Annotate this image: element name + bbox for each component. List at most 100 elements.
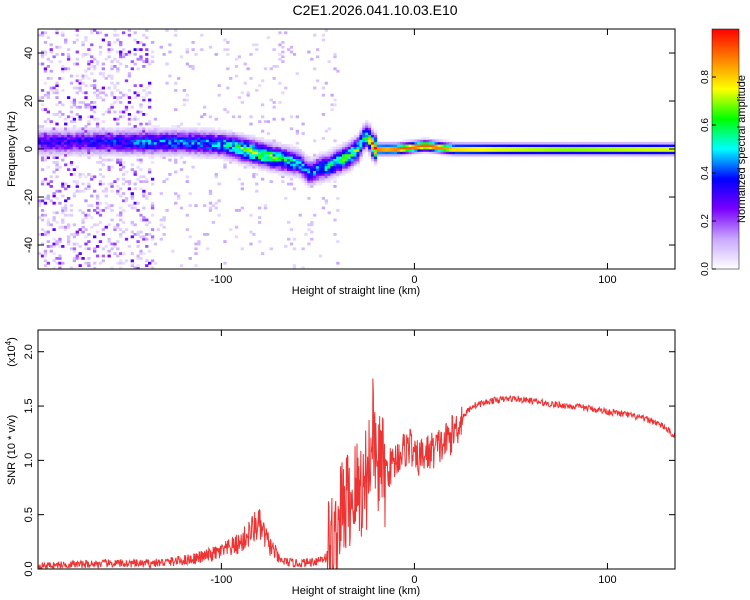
heat-cell [52, 211, 56, 215]
heat-cell [255, 173, 259, 176]
heat-cell [130, 132, 134, 135]
heat-cell [234, 137, 239, 140]
heat-cell [98, 144, 103, 147]
heat-cell [431, 139, 436, 143]
heat-cell [486, 144, 491, 147]
heat-cell [246, 163, 250, 167]
heat-cell [203, 113, 207, 116]
heat-cell [110, 209, 114, 212]
heat-cell [75, 185, 79, 188]
heat-cell [370, 141, 375, 145]
heat-cell [246, 149, 250, 152]
heat-cell [521, 144, 525, 147]
heat-cell [116, 225, 120, 229]
heat-cell [75, 149, 79, 152]
heat-cell [313, 175, 317, 179]
heat-cell [324, 151, 328, 155]
heat-cell [336, 175, 340, 179]
heat-cell [324, 170, 328, 174]
heat-cell [104, 158, 108, 162]
heat-cell [344, 158, 349, 162]
heat-cell [55, 242, 59, 246]
heat-cell [81, 43, 85, 47]
heat-cell [168, 127, 172, 131]
heat-cell [310, 170, 314, 174]
heat-cell [55, 91, 59, 95]
heat-cell [249, 165, 253, 169]
heat-cell [362, 149, 366, 152]
heat-cell [119, 153, 123, 157]
heat-cell [58, 129, 62, 133]
heat-cell [321, 137, 326, 140]
heat-cell [191, 67, 195, 71]
snr-x-tick-label: 0 [411, 574, 417, 586]
heat-cell [64, 127, 68, 131]
heat-cell [350, 153, 355, 157]
heat-cell [434, 146, 438, 150]
heat-cell [136, 129, 140, 133]
heat-cell [298, 170, 302, 174]
heat-cell [150, 132, 155, 135]
heat-cell [553, 153, 557, 157]
heat-cell [49, 134, 53, 138]
heat-cell [90, 129, 94, 133]
heat-cell [78, 129, 82, 133]
heat-cell [370, 127, 375, 131]
heat-cell [266, 132, 271, 135]
heat-cell [255, 141, 259, 145]
heat-cell [55, 141, 59, 145]
heat-cell [373, 156, 378, 159]
heat-cell [66, 67, 71, 71]
heat-cell [643, 149, 647, 152]
heat-cell [69, 204, 74, 207]
heat-cell [292, 161, 297, 164]
heat-cell [538, 144, 543, 147]
heat-cell [269, 165, 273, 169]
heat-cell [310, 161, 314, 164]
heat-cell [284, 163, 288, 167]
heat-cell [266, 168, 271, 171]
heat-cell [643, 146, 647, 150]
heat-cell [339, 170, 343, 174]
heat-cell [339, 173, 343, 176]
heat-cell [495, 151, 499, 155]
heat-cell [98, 149, 103, 152]
heat-cell [547, 153, 551, 157]
heat-cell [188, 204, 192, 207]
heat-cell [573, 149, 577, 152]
heat-cell [263, 146, 268, 150]
heat-cell [150, 177, 155, 181]
heat-cell [452, 149, 456, 152]
heat-cell [64, 141, 68, 145]
heat-cell [217, 129, 221, 133]
heat-cell [139, 129, 143, 133]
heat-cell [43, 141, 48, 145]
heat-cell [307, 50, 311, 54]
heat-cell [301, 165, 305, 169]
heat-cell [95, 139, 100, 143]
heat-cell [78, 144, 82, 147]
heat-cell [281, 149, 285, 152]
heat-cell [116, 240, 120, 243]
heat-cell [504, 141, 508, 145]
heat-cell [69, 115, 74, 119]
heat-cell [339, 165, 343, 169]
heat-cell [223, 139, 227, 143]
heat-cell [344, 163, 349, 167]
heat-cell [443, 144, 447, 147]
heat-cell [185, 48, 189, 51]
heat-cell [95, 230, 100, 234]
heat-cell [463, 146, 467, 150]
heat-cell [362, 125, 366, 128]
heat-cell [466, 141, 470, 145]
heat-cell [101, 259, 105, 263]
heat-cell [423, 139, 427, 143]
heat-cell [66, 134, 71, 138]
heat-cell [121, 182, 126, 186]
heat-cell [130, 144, 134, 147]
heat-cell [258, 158, 262, 162]
heat-cell [611, 144, 615, 147]
heat-cell [116, 189, 120, 193]
heat-cell [43, 201, 48, 205]
heat-cell [249, 151, 253, 155]
